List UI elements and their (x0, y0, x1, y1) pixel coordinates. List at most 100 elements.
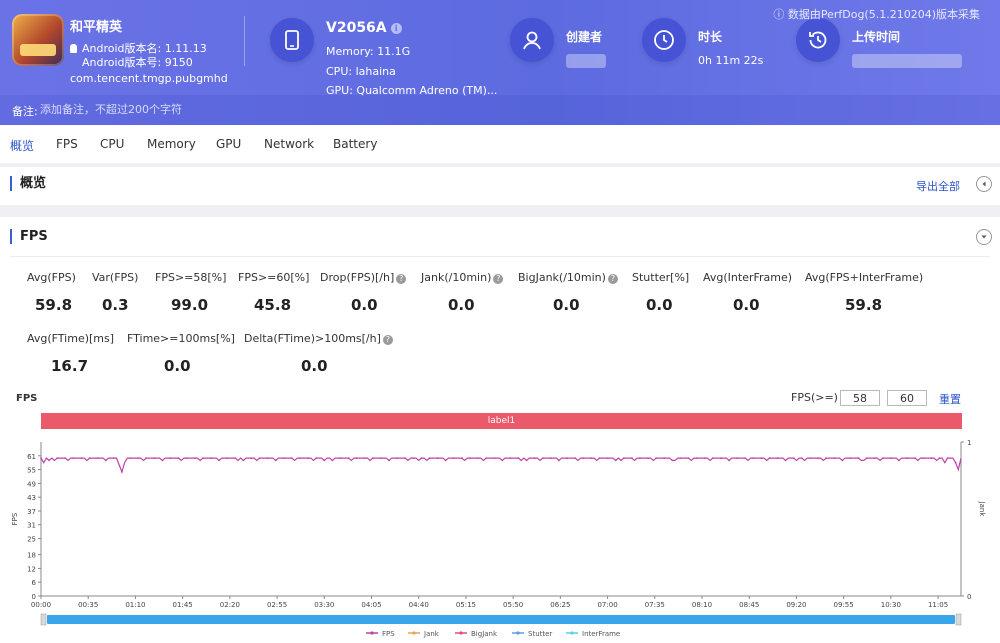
tab-bar: 概览 FPS CPU Memory GPU Network Battery (0, 125, 1000, 164)
export-all-link[interactable]: 导出全部 (916, 180, 960, 193)
zoom-slider-track[interactable] (47, 615, 955, 624)
fps-threshold-low-input[interactable] (840, 390, 880, 406)
fps-point (720, 457, 722, 459)
fps-point (784, 459, 787, 462)
fps-threshold-label: FPS(>=) (791, 391, 838, 404)
help-icon[interactable]: ? (607, 274, 618, 284)
y-tick-label: 0 (32, 593, 36, 601)
app-name: 和平精英 (70, 20, 123, 35)
perfdog-version-note: ⓘ 数据由PerfDog(5.1.210204)版本采集 (773, 8, 980, 21)
fps-point (914, 457, 916, 459)
help-icon[interactable]: ? (382, 335, 393, 345)
fps-point (469, 457, 471, 459)
fps-point (371, 457, 374, 459)
fps-point (566, 457, 568, 459)
fps-point (234, 457, 237, 459)
fps-point (768, 457, 771, 459)
label-band[interactable]: label1 (41, 413, 962, 429)
fps-point (752, 457, 755, 459)
metric-label: Avg(FPS) (27, 271, 76, 284)
x-tick-label: 10:30 (881, 601, 901, 609)
fps-point (169, 457, 172, 459)
fps-point (452, 457, 455, 459)
metric-label: Avg(FPS+InterFrame) (805, 271, 924, 284)
user-icon (510, 18, 554, 62)
package-name: com.tencent.tmgp.pubgmhd (70, 72, 228, 85)
report-header: 和平精英 Android版本名: 1.11.13 Android版本号: 915… (0, 0, 1000, 125)
tab-gpu[interactable]: GPU (216, 137, 242, 151)
tab-overview[interactable]: 概览 (10, 139, 35, 153)
fps-point (865, 457, 868, 459)
fps-point (282, 457, 285, 459)
tab-cpu[interactable]: CPU (100, 137, 125, 151)
fps-point (663, 457, 666, 459)
fps-point (825, 457, 827, 459)
x-tick-label: 00:35 (78, 601, 98, 609)
tab-battery[interactable]: Battery (333, 137, 378, 151)
fps-point (606, 457, 609, 459)
metric-value: 0.0 (448, 296, 475, 314)
fps-point (331, 459, 334, 462)
note-label: 备注: (12, 105, 38, 118)
metric-label: Avg(FTime)[ms] (27, 332, 115, 345)
fps-point (404, 457, 407, 459)
fps-point (153, 457, 156, 459)
legend-label[interactable]: Jank (423, 630, 440, 638)
note-input[interactable] (40, 100, 340, 118)
fps-point (833, 457, 836, 459)
reset-button[interactable]: 重置 (939, 393, 961, 406)
fps-point (898, 459, 900, 462)
tab-fps[interactable]: FPS (56, 137, 78, 151)
legend-label[interactable]: FPS (382, 630, 395, 638)
metric-value: 0.0 (733, 296, 760, 314)
fps-point (639, 457, 641, 459)
metric-value: 0.0 (351, 296, 378, 314)
fps-point (266, 457, 269, 459)
fps-point (687, 457, 690, 459)
fps-point (185, 457, 188, 459)
tab-memory[interactable]: Memory (147, 137, 196, 151)
fps-point (461, 457, 463, 459)
help-icon[interactable]: ? (396, 274, 407, 284)
metric-label: FPS>=60[%] (238, 271, 310, 284)
fps-point (817, 457, 819, 459)
fps-chart: 0 6 12 18 25 31 37 43 49 55 61 0 1 FPS Jank 00:00 00:35 0… (11, 439, 986, 638)
fps-point (193, 457, 196, 459)
chevron-left-icon (982, 181, 986, 187)
fps-point (444, 459, 447, 462)
x-tick-label: 08:45 (739, 601, 759, 609)
x-tick-label: 11:05 (928, 601, 948, 609)
help-icon[interactable]: ? (493, 274, 504, 284)
x-tick-label: 02:55 (267, 601, 287, 609)
legend-marker (459, 631, 463, 635)
collapse-fps-button[interactable] (976, 229, 992, 245)
metric-label: Stutter[%] (632, 271, 690, 284)
fps-point (501, 459, 504, 462)
info-icon[interactable]: i (390, 23, 402, 34)
duration-label: 时长 (698, 30, 723, 44)
zoom-slider-right-handle[interactable] (955, 613, 962, 626)
legend-marker (370, 631, 374, 635)
metric-value: 0.0 (164, 357, 191, 375)
collapse-overview-button[interactable] (976, 176, 992, 192)
fps-point (533, 457, 536, 459)
metric-value: 0.0 (646, 296, 673, 314)
zoom-slider-left-handle[interactable] (40, 613, 47, 626)
legend-label[interactable]: Stutter (528, 630, 552, 638)
fps-point (64, 457, 67, 459)
y-tick-label: 25 (27, 536, 36, 544)
upload-time-label: 上传时间 (852, 30, 901, 44)
duration-value: 0h 11m 22s (698, 54, 764, 67)
y-tick-label: 49 (27, 480, 36, 488)
tab-network[interactable]: Network (264, 137, 315, 151)
metric-label: Avg(InterFrame) (703, 271, 793, 284)
fps-point (177, 457, 180, 459)
legend-label[interactable]: InterFrame (582, 630, 620, 638)
fps-threshold-high-input[interactable] (887, 390, 927, 406)
fps-point (258, 457, 261, 459)
android-icon (70, 44, 77, 53)
fps-point (145, 457, 148, 459)
legend-label[interactable]: BigJank (471, 630, 498, 638)
fps-point (679, 457, 682, 459)
fps-point (906, 457, 908, 459)
